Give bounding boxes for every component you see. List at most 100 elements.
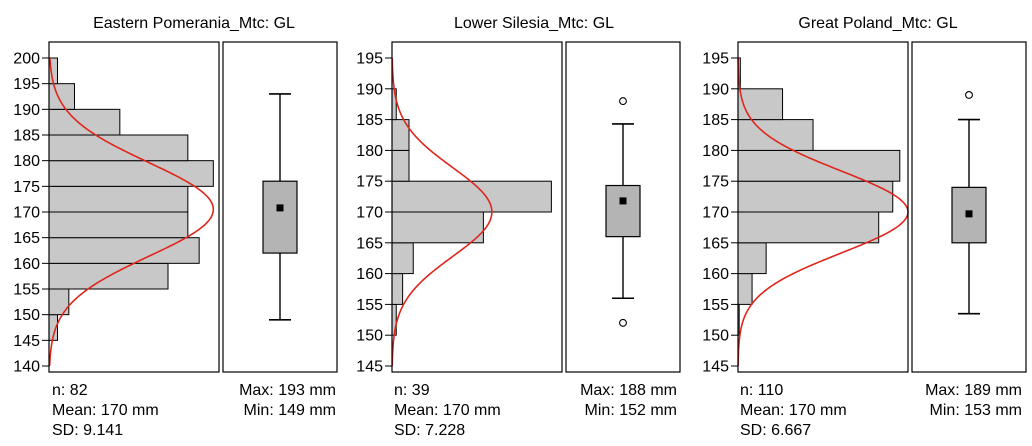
y-tick-label: 145	[702, 359, 729, 376]
mean-marker	[619, 197, 627, 205]
outlier-point	[965, 91, 973, 99]
y-tick-label: 200	[13, 51, 40, 68]
stat-n: n: 82	[52, 382, 88, 399]
boxplot-frame	[222, 41, 338, 373]
boxplot	[262, 93, 298, 321]
normal-curve	[391, 57, 493, 367]
histogram-bar	[737, 119, 814, 151]
chart-panel-great-poland: Great Poland_Mtc: GL 1451501551601651701…	[702, 15, 1027, 439]
y-tick-label: 195	[356, 51, 383, 68]
histogram-bar	[48, 160, 214, 187]
stat-mean: Mean: 170 mm	[740, 402, 847, 419]
histogram-bar	[48, 185, 189, 213]
chart-panel-lower-silesia: Lower Silesia_Mtc: GL 145 150 155 160 165 170…	[356, 15, 681, 439]
y-tick-label: 175	[356, 174, 383, 191]
y-axis: 145 150 155 160 165 170 175 180 185 190 195	[702, 51, 738, 376]
y-tick-label: 190	[702, 81, 729, 98]
histogram-bar	[737, 273, 753, 305]
y-tick-label: 155	[356, 297, 383, 314]
outlier-point	[619, 97, 627, 106]
histogram	[737, 57, 901, 336]
y-tick-label: 150	[13, 307, 40, 324]
histogram-bar	[391, 273, 404, 305]
stat-min: Min: 153 mm	[930, 402, 1022, 419]
normal-curve	[48, 57, 215, 367]
mean-marker	[965, 210, 973, 218]
histogram	[48, 57, 214, 341]
y-tick-label: 150	[356, 328, 383, 345]
histogram-bar	[391, 149, 410, 182]
y-tick-label: 180	[702, 143, 729, 160]
histogram-frame	[737, 41, 909, 373]
stat-min: Min: 149 mm	[244, 402, 336, 419]
stat-mean: Mean: 170 mm	[52, 402, 159, 419]
chart-title: Eastern Pomerania_Mtc: GL	[93, 15, 295, 32]
y-tick-label: 170	[13, 205, 40, 222]
stat-sd: SD: 7.228	[394, 422, 465, 439]
histogram-frame	[391, 41, 563, 373]
y-tick-label: 195	[13, 76, 40, 93]
iqr-box	[262, 180, 298, 254]
y-tick-label: 160	[702, 266, 729, 283]
y-tick-label: 165	[702, 235, 729, 252]
y-tick-label: 190	[356, 81, 383, 98]
stat-mean: Mean: 170 mm	[394, 402, 501, 419]
stat-max: Max: 188 mm	[580, 382, 677, 399]
y-tick-label: 150	[702, 328, 729, 345]
y-tick-label: 195	[702, 51, 729, 68]
y-tick-label: 165	[356, 235, 383, 252]
mean-marker	[276, 204, 284, 212]
stat-min: Min: 152 mm	[585, 402, 677, 419]
y-tick-label: 160	[356, 266, 383, 283]
histogram	[391, 88, 552, 336]
y-tick-label: 140	[13, 359, 40, 376]
y-tick-label: 180	[356, 143, 383, 160]
histogram-bar	[48, 83, 75, 110]
y-tick-label: 155	[702, 297, 729, 314]
boxplot-frame	[911, 41, 1027, 373]
boxplot	[951, 91, 987, 315]
histogram-bar	[737, 149, 901, 182]
iqr-box	[605, 184, 641, 238]
stat-n: n: 110	[740, 382, 783, 399]
outlier-point	[619, 318, 627, 327]
y-tick-label: 145	[13, 333, 40, 350]
histogram-frame	[48, 41, 220, 373]
stat-n: n: 39	[394, 382, 430, 399]
y-tick-label: 180	[13, 153, 40, 170]
histogram-bar	[737, 211, 880, 244]
y-tick-label: 185	[356, 112, 383, 129]
chart-title: Lower Silesia_Mtc: GL	[454, 15, 614, 32]
y-axis: 145 150 155 160 165 170 175 180 185 190 195	[356, 51, 392, 376]
stat-max: Max: 193 mm	[239, 382, 336, 399]
y-tick-label: 165	[13, 230, 40, 247]
stat-max: Max: 189 mm	[925, 382, 1022, 399]
histogram-bar	[391, 211, 484, 244]
chart-panel-eastern-pomerania: Eastern Pomerania_Mtc: GL 140 145 150 155 16…	[13, 15, 338, 439]
histogram-bar	[391, 180, 552, 213]
y-tick-label: 160	[13, 256, 40, 273]
boxplot-frame	[565, 41, 681, 373]
y-tick-label: 175	[702, 174, 729, 191]
histogram-bar	[737, 242, 767, 275]
histogram-bar	[48, 211, 189, 239]
y-tick-label: 185	[702, 112, 729, 129]
histogram-bar	[48, 237, 200, 264]
y-tick-label: 155	[13, 282, 40, 299]
boxplot	[605, 97, 641, 327]
y-tick-label: 175	[13, 179, 40, 196]
chart-title: Great Poland_Mtc: GL	[798, 15, 957, 32]
stat-sd: SD: 9.141	[52, 422, 123, 439]
y-tick-label: 185	[13, 128, 40, 145]
histogram-bar	[737, 88, 784, 121]
histogram-bar	[737, 180, 894, 213]
histogram-bar	[48, 108, 121, 136]
y-tick-label: 170	[356, 205, 383, 222]
y-tick-label: 145	[356, 359, 383, 376]
y-tick-label: 170	[702, 205, 729, 222]
y-tick-label: 190	[13, 102, 40, 119]
y-axis: 140 145 150 155 160 165 170 175 180 185 190 195 200	[13, 51, 49, 376]
stat-sd: SD: 6.667	[740, 422, 811, 439]
histogram-bar	[391, 242, 414, 275]
